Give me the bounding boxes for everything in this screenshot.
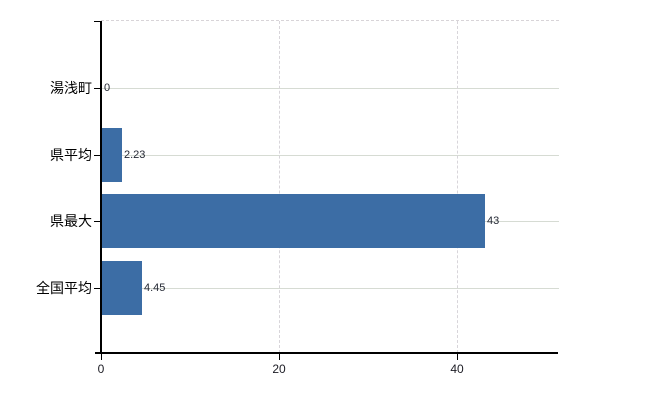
x-axis-tick bbox=[457, 354, 458, 360]
horizontal-gridline bbox=[101, 155, 559, 156]
x-tick-label: 0 bbox=[97, 362, 105, 376]
value-label: 2.23 bbox=[124, 149, 146, 161]
x-axis-tick bbox=[101, 354, 102, 360]
y-axis-tick bbox=[94, 221, 101, 222]
horizontal-gridline bbox=[101, 288, 559, 289]
x-tick-label: 40 bbox=[450, 362, 464, 376]
bar bbox=[102, 128, 122, 182]
x-axis-tick bbox=[279, 354, 280, 360]
y-axis-tick bbox=[94, 155, 101, 156]
category-label: 湯浅町 bbox=[50, 80, 92, 96]
bar bbox=[102, 261, 142, 315]
y-axis-line bbox=[100, 21, 102, 353]
vertical-gridline bbox=[457, 21, 458, 353]
category-label: 県最大 bbox=[50, 213, 92, 229]
bar bbox=[102, 194, 485, 248]
x-axis-line bbox=[95, 352, 558, 354]
category-label: 県平均 bbox=[50, 147, 92, 163]
vertical-gridline bbox=[279, 21, 280, 353]
horizontal-gridline bbox=[101, 88, 559, 89]
y-axis-tick bbox=[94, 88, 101, 89]
value-label: 43 bbox=[487, 215, 500, 227]
y-axis-tick bbox=[94, 21, 101, 22]
plot-top-border bbox=[101, 20, 559, 21]
value-label: 0 bbox=[104, 82, 111, 94]
y-axis-tick bbox=[94, 288, 101, 289]
category-label: 全国平均 bbox=[36, 280, 92, 296]
x-tick-label: 20 bbox=[272, 362, 286, 376]
value-label: 4.45 bbox=[144, 282, 166, 294]
